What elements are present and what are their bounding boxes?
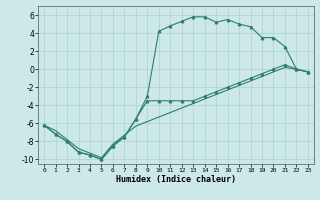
X-axis label: Humidex (Indice chaleur): Humidex (Indice chaleur) — [116, 175, 236, 184]
